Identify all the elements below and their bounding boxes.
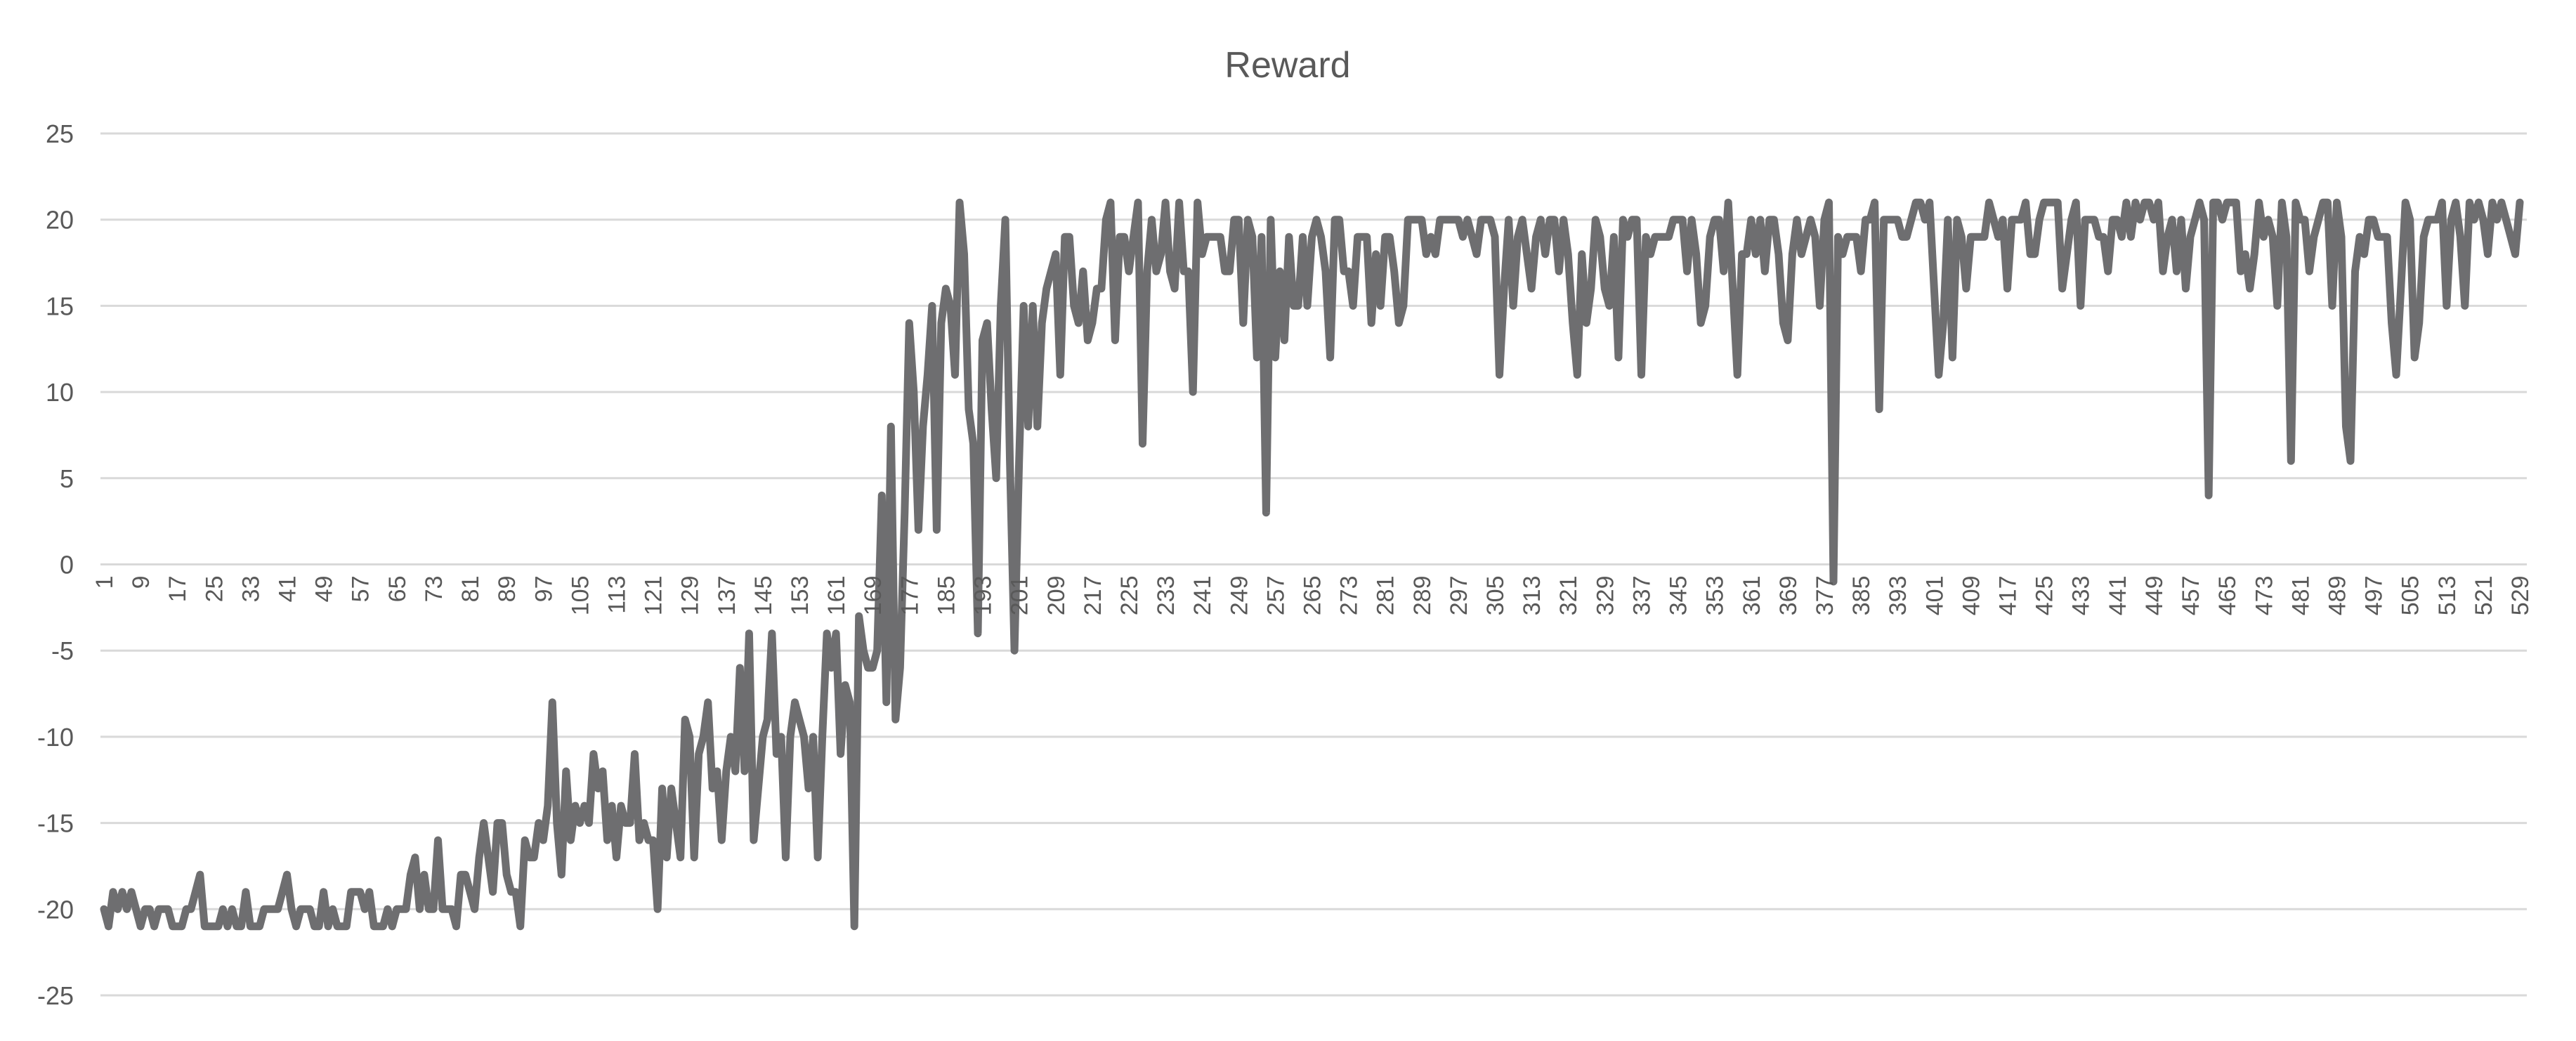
x-tick-label: 41 [275, 576, 301, 603]
chart-title: Reward [1224, 45, 1350, 86]
x-tick-label: 89 [494, 576, 521, 603]
x-tick-label: 273 [1336, 576, 1363, 616]
x-tick-label: 25 [201, 576, 228, 603]
y-axis-tick-labels: 25 20 15 10 5 0 -5 -10 -15 -20 -25 [37, 119, 74, 1010]
x-tick-label: 241 [1189, 576, 1216, 616]
x-tick-label: 113 [603, 576, 630, 614]
x-tick-label: 289 [1409, 576, 1436, 616]
x-tick-label: 281 [1373, 576, 1399, 616]
x-tick-label: 313 [1519, 576, 1545, 616]
y-tick-label: 5 [60, 464, 74, 493]
x-tick-label: 233 [1153, 576, 1179, 616]
x-tick-label: 441 [2105, 576, 2131, 616]
plot-series [100, 198, 2524, 931]
x-tick-label: 201 [1007, 576, 1033, 616]
x-tick-label: 249 [1226, 576, 1253, 616]
x-tick-label: 257 [1262, 576, 1289, 616]
x-tick-label: 225 [1116, 576, 1143, 616]
x-tick-label: 449 [2141, 576, 2168, 616]
y-tick-label: 0 [60, 551, 74, 580]
x-tick-label: 529 [2507, 576, 2534, 616]
x-tick-label: 81 [457, 576, 484, 603]
x-tick-label: 65 [384, 576, 411, 603]
x-tick-label: 393 [1885, 576, 1911, 616]
x-tick-label: 513 [2434, 576, 2461, 616]
x-tick-label: 337 [1628, 576, 1655, 616]
y-tick-label: 15 [46, 292, 74, 320]
x-tick-label: 353 [1702, 576, 1729, 616]
x-tick-label: 161 [823, 576, 850, 616]
x-tick-label: 193 [970, 576, 997, 616]
x-tick-label: 9 [128, 576, 155, 589]
x-tick-label: 361 [1739, 576, 1765, 616]
y-tick-label: 25 [46, 119, 74, 148]
x-tick-label: 57 [348, 576, 374, 603]
x-tick-label: 129 [677, 576, 704, 616]
x-tick-label: 473 [2251, 576, 2277, 616]
y-tick-label: 10 [46, 378, 74, 407]
x-tick-label: 489 [2324, 576, 2351, 616]
x-tick-label: 505 [2398, 576, 2424, 616]
y-tick-label: -5 [51, 636, 74, 665]
x-tick-label: 121 [641, 576, 667, 616]
x-tick-label: 169 [860, 576, 887, 616]
x-tick-label: 369 [1775, 576, 1802, 616]
x-axis-tick-labels: 1 9 17 25 33 41 49 57 65 73 81 89 97 105 113 121 129 137 1… [91, 576, 2534, 616]
x-tick-label: 217 [1080, 576, 1106, 616]
x-tick-label: 457 [2178, 576, 2204, 616]
y-tick-label: -25 [37, 981, 74, 1010]
x-tick-label: 385 [1848, 576, 1875, 616]
x-tick-label: 185 [933, 576, 960, 616]
y-tick-label: 20 [46, 206, 74, 235]
x-tick-label: 97 [530, 576, 557, 603]
x-tick-label: 153 [787, 576, 813, 616]
x-tick-label: 433 [2068, 576, 2095, 616]
x-tick-label: 33 [237, 576, 264, 603]
x-tick-label: 17 [164, 576, 191, 603]
x-tick-label: 345 [1666, 576, 1692, 616]
x-tick-label: 465 [2214, 576, 2241, 616]
x-tick-label: 321 [1555, 576, 1582, 616]
x-tick-label: 497 [2361, 576, 2388, 616]
y-gridlines [100, 132, 2527, 997]
x-tick-label: 297 [1446, 576, 1472, 616]
series-line-0 [100, 198, 2524, 931]
x-tick-label: 137 [714, 576, 740, 616]
x-tick-label: 409 [1958, 576, 1985, 616]
x-tick-label: 1 [91, 576, 118, 589]
x-tick-label: 481 [2287, 576, 2314, 616]
x-tick-label: 49 [311, 576, 338, 603]
y-tick-label: -20 [37, 895, 74, 924]
x-tick-label: 417 [1995, 576, 2022, 616]
x-tick-label: 145 [750, 576, 777, 616]
x-tick-label: 377 [1812, 576, 1838, 616]
x-tick-label: 73 [421, 576, 447, 603]
x-tick-label: 305 [1482, 576, 1509, 616]
x-tick-label: 177 [896, 576, 923, 616]
x-tick-label: 521 [2471, 576, 2497, 616]
x-tick-label: 209 [1043, 576, 1070, 616]
x-tick-label: 401 [1921, 576, 1948, 616]
y-tick-label: -15 [37, 809, 74, 838]
x-tick-label: 265 [1300, 576, 1326, 616]
x-tick-label: 329 [1592, 576, 1619, 616]
x-tick-label: 425 [2032, 576, 2058, 616]
y-tick-label: -10 [37, 723, 74, 752]
x-tick-label: 105 [567, 576, 594, 616]
